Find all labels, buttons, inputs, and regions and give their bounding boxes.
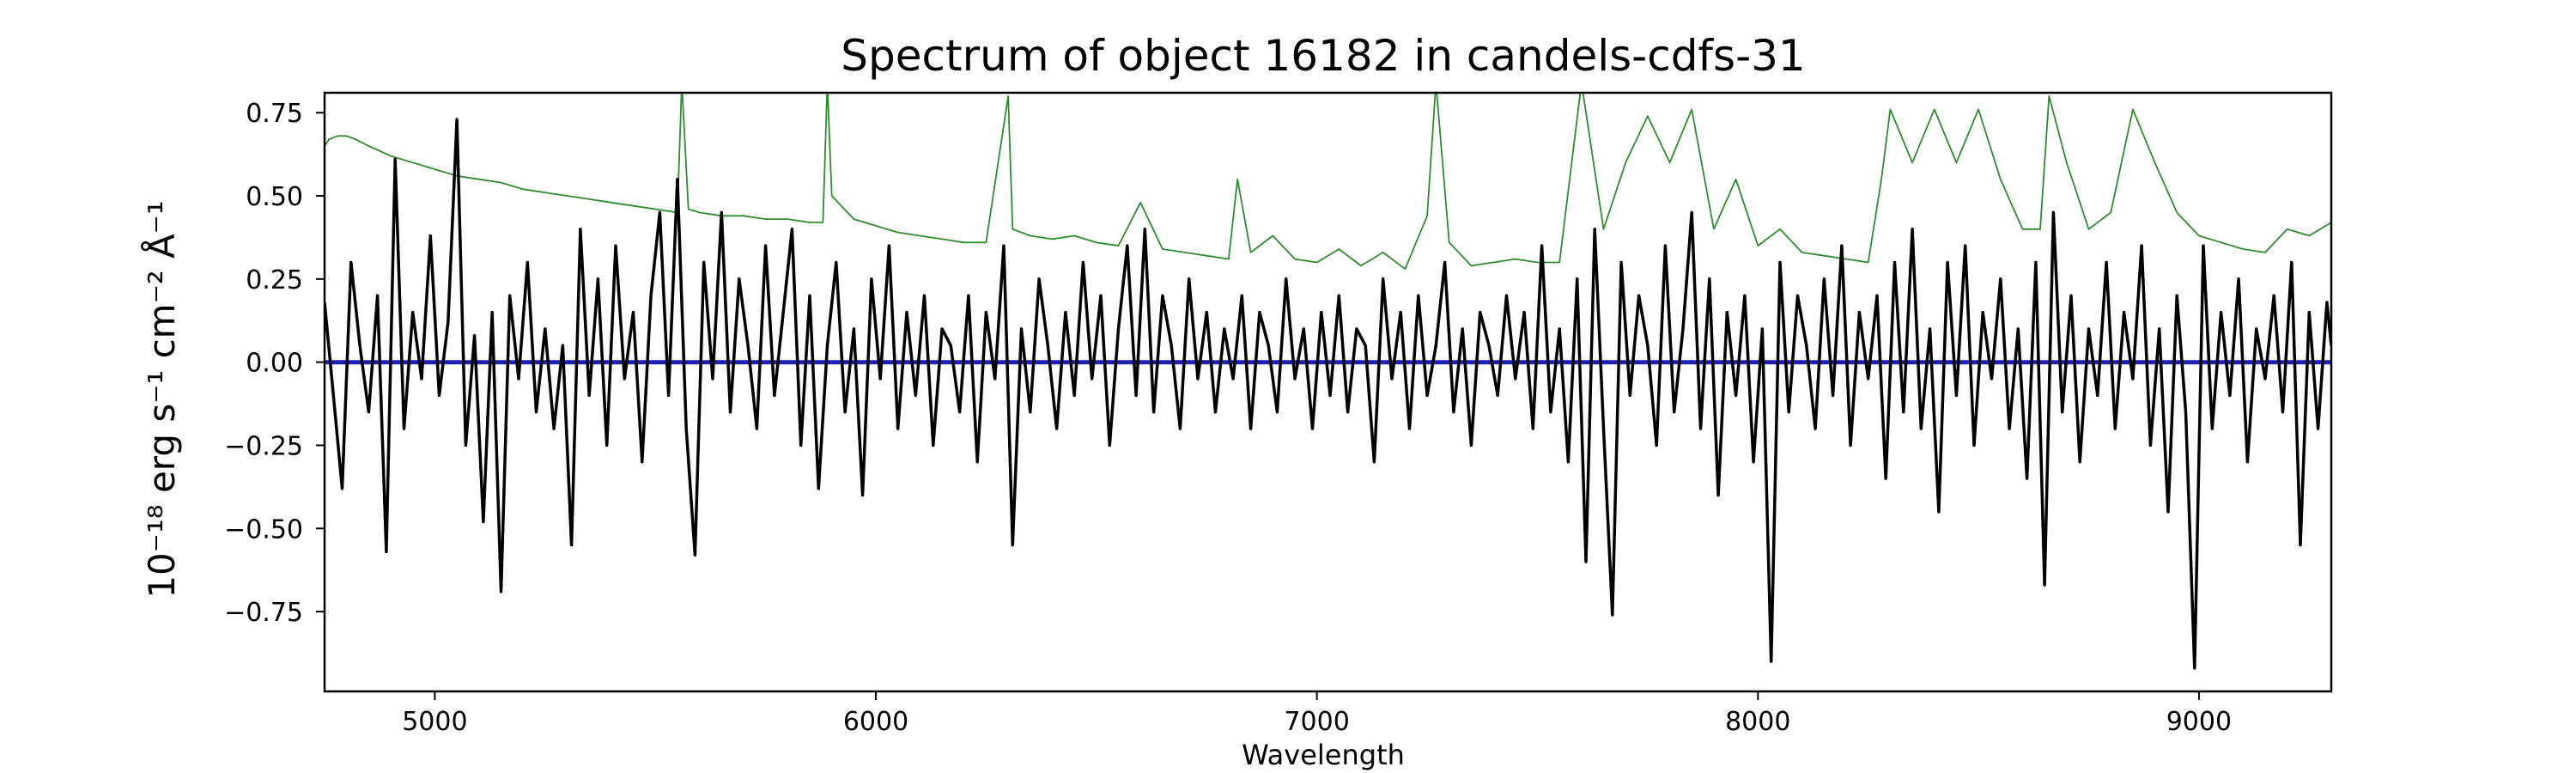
series-line-flux xyxy=(325,118,2331,670)
y-tick-label: 0.25 xyxy=(246,265,303,295)
x-axis-label: Wavelength xyxy=(1242,739,1405,771)
x-axis: 5000 6000 7000 8000 9000 xyxy=(402,691,2232,737)
y-axis: 0.75 0.50 0.25 0.00 −0.25 −0.50 −0.75 xyxy=(224,99,325,628)
y-axis-label: 10⁻¹⁸ erg s⁻¹ cm⁻² Å⁻¹ xyxy=(140,200,183,598)
x-tick-label: 5000 xyxy=(402,707,467,737)
chart-title: Spectrum of object 16182 in candels-cdfs… xyxy=(841,31,1806,81)
y-tick-label: −0.50 xyxy=(224,514,303,545)
series-layer xyxy=(325,93,2331,670)
y-tick-label: 0.75 xyxy=(246,99,303,129)
y-tick-label: 0.00 xyxy=(246,349,303,379)
x-tick-label: 8000 xyxy=(1725,707,1790,737)
plot-area-frame xyxy=(323,91,2333,693)
x-tick-label: 9000 xyxy=(2166,707,2232,737)
y-tick-label: −0.25 xyxy=(224,431,303,461)
y-tick-label: −0.75 xyxy=(224,598,303,628)
series-line-error xyxy=(325,93,2331,271)
x-tick-label: 6000 xyxy=(843,707,908,737)
x-tick-label: 7000 xyxy=(1284,707,1349,737)
y-tick-label: 0.50 xyxy=(246,182,303,212)
